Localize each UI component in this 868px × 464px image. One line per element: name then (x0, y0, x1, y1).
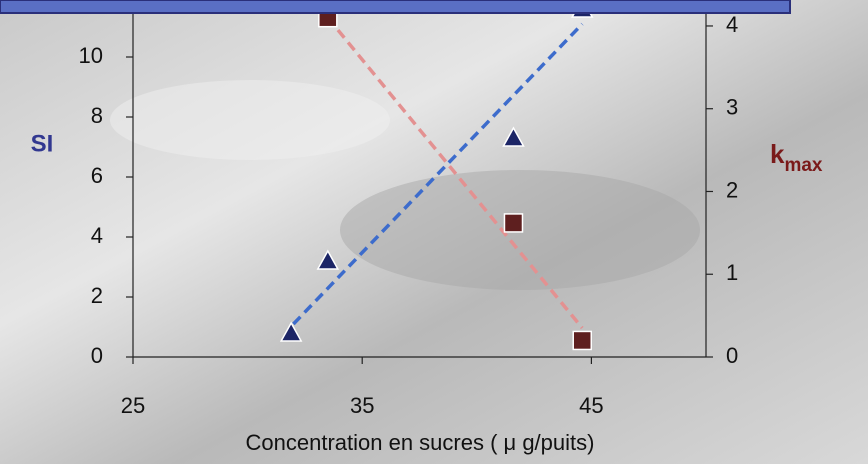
y2-axis-label-sub: max (784, 155, 822, 176)
y-tick-label: 2 (91, 283, 103, 308)
page: 25 35 45 0 2 4 6 8 10 0 1 2 3 4 Concentration en sucr… (0, 0, 868, 464)
y-tick-label: 10 (79, 43, 103, 68)
y2-tick-label: 3 (726, 95, 738, 120)
square-point (573, 331, 591, 349)
y2-tick-label: 1 (726, 260, 738, 285)
x-axis-label: Concentration en sucres ( μ g/puits) (246, 430, 595, 455)
background-shape (110, 80, 390, 160)
y-tick-label: 4 (91, 223, 103, 248)
banner (0, 0, 790, 13)
x-tick-label: 25 (121, 393, 145, 418)
y2-axis-label-main: k (770, 139, 785, 169)
y-axis-label: SI (31, 130, 54, 157)
chart: 25 35 45 0 2 4 6 8 10 0 1 2 3 4 Concentration en sucr… (0, 0, 868, 464)
y2-tick-label: 2 (726, 177, 738, 202)
y-tick-label: 0 (91, 343, 103, 368)
x-tick-label: 45 (579, 393, 603, 418)
y2-tick-label: 0 (726, 343, 738, 368)
y2-tick-label: 4 (726, 12, 738, 37)
square-point (504, 214, 522, 232)
y-tick-label: 6 (91, 163, 103, 188)
x-tick-label: 35 (350, 393, 374, 418)
y-tick-label: 8 (91, 103, 103, 128)
